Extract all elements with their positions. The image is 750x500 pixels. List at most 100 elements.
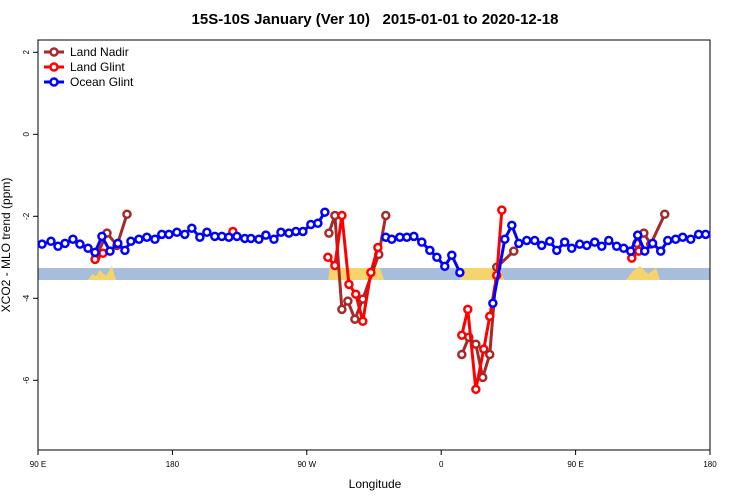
data-point bbox=[90, 247, 100, 258]
data-point bbox=[358, 316, 368, 327]
data-point bbox=[261, 230, 271, 240]
data-point bbox=[471, 384, 481, 395]
x-tick-label: 180 bbox=[166, 460, 180, 469]
chart-title: 15S-10S January (Ver 10) 2015-01-01 to 2… bbox=[192, 11, 559, 28]
data-point bbox=[150, 234, 160, 245]
data-point bbox=[337, 210, 347, 221]
data-point bbox=[625, 246, 636, 256]
data-point bbox=[685, 234, 696, 245]
data-point bbox=[381, 210, 391, 221]
data-point bbox=[677, 232, 688, 242]
data-point bbox=[113, 238, 123, 249]
data-point bbox=[254, 234, 264, 245]
y-tick-label: 2 bbox=[22, 50, 31, 55]
data-point bbox=[172, 227, 182, 238]
data-point bbox=[447, 250, 457, 260]
data-point bbox=[417, 237, 427, 247]
data-point bbox=[224, 232, 234, 242]
data-point bbox=[479, 344, 489, 354]
data-point bbox=[484, 311, 495, 322]
legend-label: Land Nadir bbox=[70, 45, 129, 59]
data-point bbox=[60, 238, 70, 249]
data-point bbox=[330, 260, 340, 271]
x-tick-label: 90 E bbox=[567, 460, 583, 469]
data-point bbox=[37, 239, 47, 249]
data-point bbox=[660, 209, 670, 219]
data-point bbox=[484, 349, 495, 360]
data-point bbox=[536, 240, 547, 251]
data-point bbox=[582, 240, 592, 251]
data-point bbox=[559, 237, 570, 247]
data-point bbox=[552, 245, 562, 256]
series-line bbox=[326, 215, 380, 322]
data-point bbox=[195, 232, 205, 242]
data-point bbox=[320, 207, 330, 217]
data-point bbox=[457, 330, 467, 340]
data-point bbox=[387, 234, 397, 245]
data-point bbox=[522, 235, 532, 246]
legend-label: Land Glint bbox=[70, 60, 125, 74]
data-point bbox=[604, 235, 614, 246]
data-point bbox=[298, 226, 308, 237]
y-tick-label: -2 bbox=[22, 212, 31, 220]
data-point bbox=[529, 235, 540, 246]
x-tick-label: 0 bbox=[439, 460, 444, 469]
legend-marker bbox=[49, 62, 59, 72]
data-point bbox=[566, 243, 577, 254]
data-point bbox=[269, 234, 279, 245]
x-axis-label: Longitude bbox=[349, 477, 402, 491]
data-point bbox=[120, 245, 130, 256]
data-point bbox=[122, 209, 132, 219]
y-tick-label: -4 bbox=[22, 294, 31, 302]
data-point bbox=[455, 267, 465, 278]
data-point bbox=[126, 236, 136, 247]
legend-label: Ocean Glint bbox=[70, 75, 134, 89]
data-point bbox=[432, 252, 442, 263]
data-point bbox=[164, 229, 174, 240]
data-point bbox=[246, 233, 256, 244]
data-point bbox=[497, 205, 507, 215]
data-point bbox=[509, 246, 519, 256]
data-point bbox=[514, 238, 524, 249]
data-point bbox=[440, 261, 450, 272]
data-point bbox=[373, 242, 383, 253]
data-point bbox=[97, 231, 107, 242]
data-point bbox=[344, 279, 354, 290]
data-point bbox=[83, 243, 93, 254]
data-point bbox=[545, 236, 555, 247]
y-tick-label: -6 bbox=[22, 376, 31, 384]
land-mask bbox=[626, 266, 660, 280]
data-point bbox=[187, 223, 197, 233]
y-axis-label: XCO2 - MLO trend (ppm) bbox=[0, 178, 13, 313]
data-point bbox=[507, 220, 517, 231]
data-point bbox=[351, 289, 361, 299]
x-tick-label: 90 W bbox=[297, 460, 316, 469]
data-point bbox=[477, 372, 488, 383]
data-point bbox=[202, 227, 212, 238]
data-point bbox=[75, 239, 85, 249]
data-point bbox=[232, 231, 242, 242]
legend-marker bbox=[49, 47, 59, 57]
data-point bbox=[471, 339, 481, 349]
data-point bbox=[350, 314, 360, 324]
data-point bbox=[647, 238, 658, 249]
data-point bbox=[180, 229, 190, 240]
data-point bbox=[68, 234, 78, 245]
data-point bbox=[343, 296, 353, 306]
y-tick-label: 0 bbox=[22, 132, 31, 137]
data-point bbox=[589, 237, 600, 247]
series-line bbox=[94, 213, 129, 258]
land-mask bbox=[88, 266, 116, 280]
data-point bbox=[500, 234, 510, 245]
data-point bbox=[425, 245, 435, 256]
data-point bbox=[323, 252, 333, 263]
data-point bbox=[105, 246, 115, 256]
data-point bbox=[488, 298, 498, 308]
data-point bbox=[457, 349, 467, 360]
data-point bbox=[463, 304, 473, 315]
x-tick-label: 180 bbox=[703, 460, 717, 469]
data-point bbox=[655, 246, 666, 256]
data-point bbox=[596, 241, 607, 251]
data-point bbox=[632, 230, 643, 240]
